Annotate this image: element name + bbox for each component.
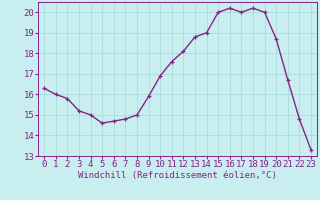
X-axis label: Windchill (Refroidissement éolien,°C): Windchill (Refroidissement éolien,°C)	[78, 171, 277, 180]
